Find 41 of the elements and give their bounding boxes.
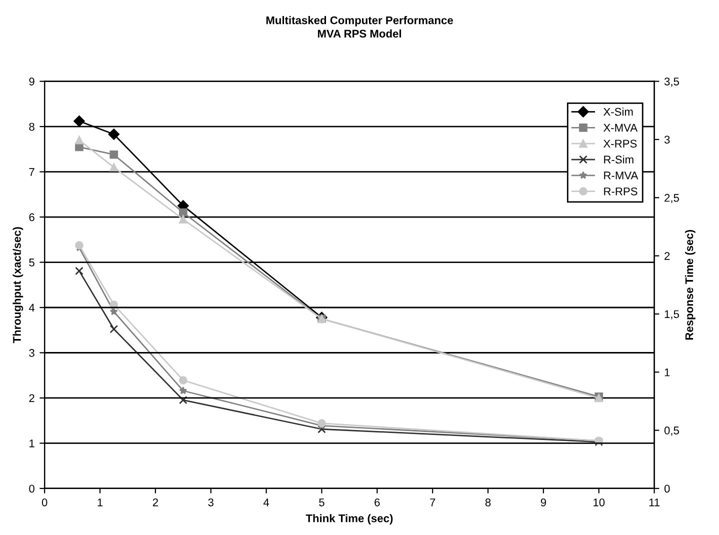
y-tick-label: 7: [29, 168, 34, 176]
x-tick-label: 7: [430, 498, 436, 506]
legend-label: R-RPS: [604, 187, 638, 196]
legend-label: R-MVA: [604, 172, 638, 180]
y-tick-label: 2: [29, 394, 34, 402]
y2-tick-label: 0: [664, 484, 670, 493]
y2-tick-label: 3,5: [664, 78, 679, 87]
x-tick-label: 5: [319, 498, 324, 506]
y2-axis-title: Response Time (sec): [685, 230, 696, 340]
y2-tick-label: 1: [664, 368, 670, 376]
x-tick-label: 9: [540, 498, 546, 506]
y-tick-label: 3: [29, 349, 34, 357]
y-tick-label: 1: [30, 440, 34, 448]
x-tick-label: 10: [594, 498, 605, 506]
x-tick-label: 2: [152, 498, 158, 506]
y2-tick-label: 1,5: [664, 310, 679, 320]
y-axis-title: Throughput (xact/sec): [12, 227, 24, 344]
x-tick-label: 6: [374, 498, 380, 506]
y-tick-label: 0: [29, 484, 34, 493]
x-tick-label: 0: [42, 498, 48, 506]
y-tick-label: 5: [29, 258, 34, 266]
legend-label: X-RPS: [603, 140, 637, 148]
legend-label: R-Sim: [604, 155, 634, 164]
y-tick-label: 9: [29, 78, 34, 86]
y-tick-label: 4: [28, 304, 35, 312]
y2-tick-label: 2,5: [664, 194, 679, 204]
x-tick-label: 3: [208, 498, 214, 506]
x-axis-title: Think Time (sec): [306, 514, 393, 524]
x-tick-label: 11: [649, 498, 660, 506]
legend-label: X-Sim: [603, 108, 633, 116]
y2-tick-label: 3: [664, 136, 670, 144]
x-tick-label: 1: [98, 498, 103, 506]
y-tick-label: 8: [29, 122, 34, 131]
x-tick-label: 4: [263, 498, 270, 506]
x-tick-label: 8: [485, 498, 491, 506]
y2-tick-label: 2: [664, 252, 670, 260]
chart-title: Multitasked Computer Performance: [266, 16, 453, 26]
legend-label: X-MVA: [603, 124, 638, 132]
chart-subtitle: MVA RPS Model: [318, 29, 401, 38]
y-tick-label: 6: [29, 213, 34, 222]
y2-tick-label: 0,5: [664, 426, 679, 436]
